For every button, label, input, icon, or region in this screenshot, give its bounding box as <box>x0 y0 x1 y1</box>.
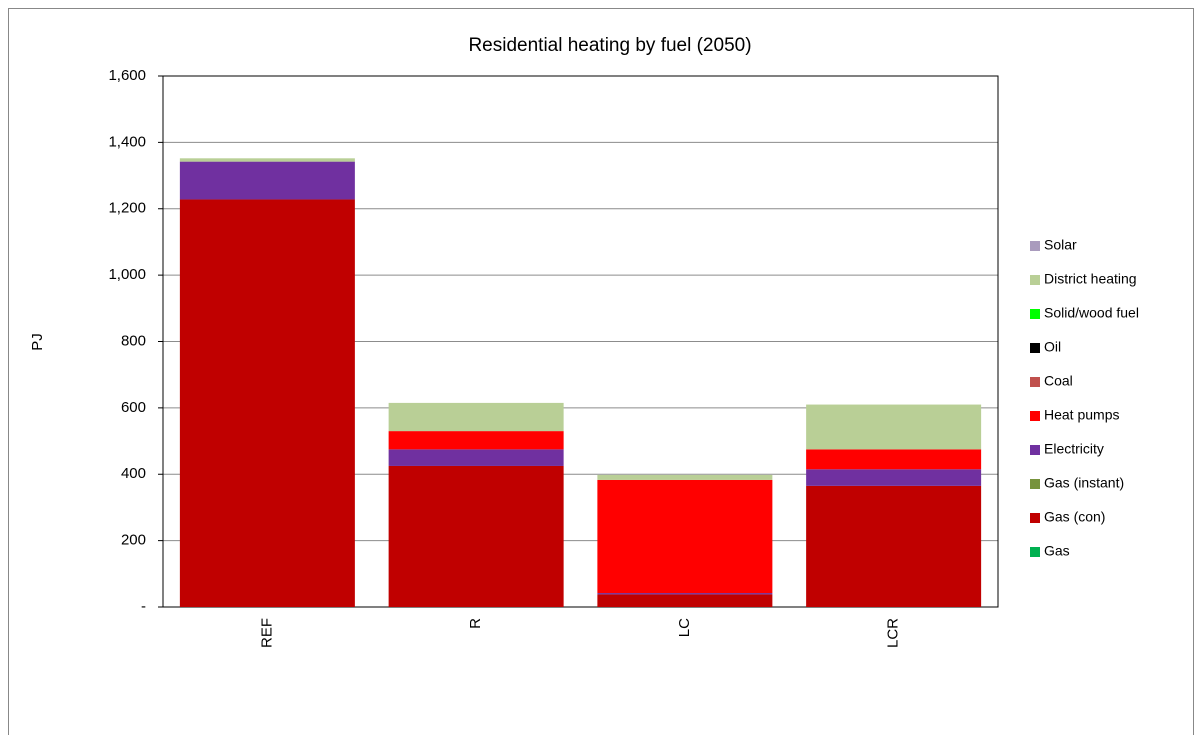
bar-segment <box>179 158 355 162</box>
x-tick-label: REF <box>258 618 275 648</box>
legend-label: Oil <box>1044 339 1061 355</box>
x-tick-label: LCR <box>885 618 902 648</box>
legend-swatch <box>1030 445 1040 455</box>
legend-label: Gas <box>1044 543 1070 559</box>
legend-label: Solar <box>1044 237 1077 253</box>
legend-swatch <box>1030 241 1040 251</box>
bar-segment <box>388 465 564 607</box>
legend-swatch <box>1030 309 1040 319</box>
x-tick-label: R <box>467 618 484 629</box>
y-tick-label: 800 <box>121 332 146 349</box>
bar-segment <box>179 199 355 607</box>
y-tick-label: - <box>141 598 146 615</box>
y-tick-label: 400 <box>121 465 146 482</box>
plot-frame <box>162 75 999 608</box>
legend-label: Electricity <box>1044 441 1104 457</box>
legend-label: Gas (con) <box>1044 509 1105 525</box>
y-tick-label: 600 <box>121 399 146 416</box>
legend-swatch <box>1030 513 1040 523</box>
legend-label: Gas (instant) <box>1044 475 1124 491</box>
legend-swatch <box>1030 411 1040 421</box>
bar-segment <box>597 593 773 595</box>
bar-segment <box>806 404 982 450</box>
legend-label: District heating <box>1044 271 1137 287</box>
x-tick-label: LC <box>676 618 693 637</box>
y-axis-label: PJ <box>29 333 46 351</box>
legend-swatch <box>1030 547 1040 557</box>
y-tick-label: 1,600 <box>108 67 146 84</box>
bar-segment <box>597 594 773 607</box>
legend-label: Solid/wood fuel <box>1044 305 1139 321</box>
y-tick-label: 1,400 <box>108 133 146 150</box>
legend-label: Coal <box>1044 373 1073 389</box>
y-tick-label: 1,200 <box>108 200 146 217</box>
legend-label: Heat pumps <box>1044 407 1119 423</box>
bar-segment <box>806 469 982 486</box>
bar-segment <box>388 431 564 450</box>
y-tick-label: 1,000 <box>108 266 146 283</box>
bar-segment <box>597 474 773 480</box>
bar-segment <box>388 402 564 432</box>
y-tick-label: 200 <box>121 532 146 549</box>
bar-segment <box>179 161 355 200</box>
bar-segment <box>806 449 982 470</box>
legend-swatch <box>1030 479 1040 489</box>
legend-swatch <box>1030 343 1040 353</box>
chart-title: Residential heating by fuel (2050) <box>468 35 751 56</box>
bar-segment <box>597 479 773 594</box>
bar-segment <box>806 485 982 607</box>
legend-swatch <box>1030 275 1040 285</box>
legend-swatch <box>1030 377 1040 387</box>
bar-segment <box>388 449 564 466</box>
